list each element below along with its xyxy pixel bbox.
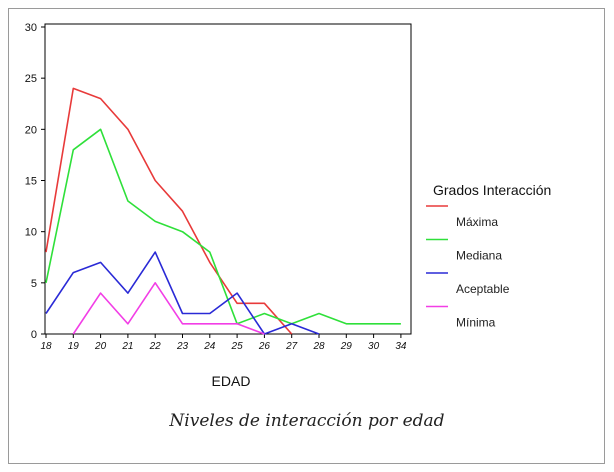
x-tick-label: 26 — [258, 341, 271, 352]
series-lines — [45, 87, 401, 335]
y-tick-label: 0 — [31, 329, 37, 341]
series-line-3 — [45, 251, 320, 335]
x-axis-label: EDAD — [212, 373, 251, 389]
legend-title: Grados Interacción — [433, 182, 551, 198]
series-line-2 — [45, 128, 401, 325]
y-tick-label: 25 — [25, 73, 37, 85]
legend: Grados Interacción Máxima Mediana Aceptabl… — [426, 182, 551, 330]
figure-caption: Niveles de interacción por edad — [169, 411, 445, 431]
line-chart: 0 5 10 15 20 25 30 18 19 20 21 22 23 24 25 26 27 28 29 30 3… — [25, 22, 552, 389]
y-tick-label: 30 — [25, 22, 37, 34]
x-tick-label: 34 — [395, 341, 407, 352]
x-tick-label: 24 — [203, 341, 216, 352]
x-axis-ticks: 18 19 20 21 22 23 24 25 26 27 28 29 30 34 — [40, 334, 407, 352]
x-tick-label: 23 — [176, 341, 189, 352]
legend-entry-label: Mediana — [456, 249, 502, 263]
x-tick-label: 22 — [149, 341, 162, 352]
plot-area — [44, 23, 412, 335]
x-tick-label: 30 — [368, 341, 380, 352]
legend-entry-label: Máxima — [456, 215, 498, 229]
y-tick-label: 20 — [25, 124, 37, 136]
y-tick-label: 10 — [25, 227, 37, 239]
x-tick-label: 19 — [68, 341, 80, 352]
x-tick-label: 29 — [340, 341, 353, 352]
x-tick-label: 21 — [121, 341, 133, 352]
y-axis-ticks: 0 5 10 15 20 25 30 — [25, 22, 45, 341]
x-tick-label: 20 — [94, 341, 107, 352]
y-tick-label: 5 — [31, 278, 37, 290]
legend-entry-label: Mínima — [456, 316, 496, 330]
legend-entry-label: Aceptable — [456, 282, 510, 296]
y-tick-label: 15 — [25, 176, 37, 188]
x-tick-label: 18 — [40, 341, 52, 352]
x-tick-label: 27 — [285, 341, 298, 352]
series-line-4 — [72, 281, 265, 335]
x-tick-label: 25 — [231, 341, 244, 352]
series-line-1 — [45, 87, 293, 335]
x-tick-label: 28 — [312, 341, 325, 352]
